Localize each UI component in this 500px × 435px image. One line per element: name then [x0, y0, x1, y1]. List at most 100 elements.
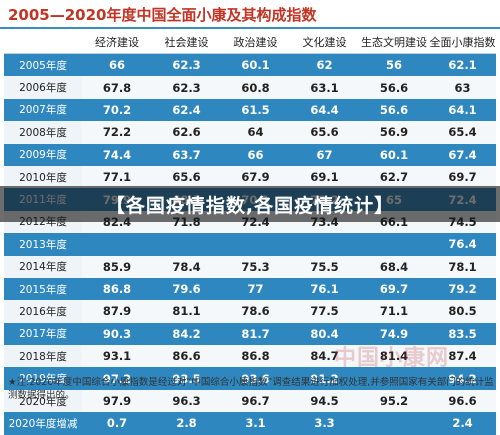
value-cell: 60.1 — [359, 143, 429, 166]
value-cell: 72.2 — [82, 121, 152, 144]
value-cell: 2.4 — [429, 412, 496, 435]
row-label-cell: 2017年度 — [4, 322, 82, 346]
table-row: 2019年度 97.2 93.5 93.6 91.2 94.2 — [4, 367, 496, 390]
value-cell: 70.2 — [82, 98, 152, 122]
value-cell: 80.5 — [429, 300, 496, 323]
value-cell: 78.6 — [221, 300, 290, 323]
value-cell: 56.6 — [359, 98, 429, 122]
value-cell: 97.2 — [82, 367, 152, 390]
value-cell: 69.7 — [429, 165, 496, 189]
value-cell: 69.1 — [290, 165, 359, 189]
value-cell: 62 — [290, 53, 359, 77]
value-cell: 77.1 — [82, 165, 152, 189]
value-cell: 62.3 — [152, 76, 221, 99]
value-cell: 79.2 — [429, 277, 496, 301]
column-header: 社会建设 — [152, 31, 221, 54]
value-cell: 77 — [221, 277, 290, 301]
row-label-cell: 2009年度 — [4, 143, 82, 166]
value-cell: 64 — [221, 121, 290, 144]
table-row: 2009年度 74.4 63.7 66 67 60.1 67.4 — [4, 143, 496, 166]
value-cell: 65.6 — [152, 165, 221, 189]
column-header: 全面小康指数 — [429, 31, 496, 54]
value-cell: 90.3 — [82, 322, 152, 346]
value-cell: 94.2 — [429, 367, 496, 390]
value-cell: 60.1 — [221, 53, 290, 77]
footnote: ★注:2020年度中国综合小康指数是经过对“中国综合小康指数”调查结果进行加权处… — [8, 377, 494, 401]
value-cell — [290, 233, 359, 256]
table-row: 2020年度增减 0.7 2.8 3.1 3.3 2.4 — [4, 412, 496, 435]
column-header: 经济建设 — [82, 31, 152, 54]
value-cell: 93.1 — [82, 345, 152, 368]
row-label-cell: 2008年度 — [4, 121, 82, 144]
row-label-cell: 2020年度增减 — [4, 412, 82, 435]
value-cell: 78.4 — [152, 255, 221, 278]
value-cell: 78.1 — [429, 255, 496, 278]
row-label-cell: 2018年度 — [4, 345, 82, 368]
value-cell: 62.6 — [152, 121, 221, 144]
value-cell: 62.1 — [429, 53, 496, 77]
index-table: 经济建设 社会建设 政治建设 文化建设 生态文明建设 全面小康指数 2005年度 66 62.… — [4, 31, 496, 435]
value-cell: 63.1 — [290, 76, 359, 99]
table-row: 2008年度 72.2 62.6 64 65.6 56.9 65.4 — [4, 121, 496, 144]
value-cell: 84.7 — [290, 345, 359, 368]
value-cell: 86.8 — [221, 345, 290, 368]
value-cell: 79.6 — [152, 277, 221, 301]
title-bar: 2005—2020年度中国全面小康及其构成指数 — [0, 0, 500, 29]
value-cell: 61.5 — [221, 98, 290, 122]
value-cell: 81.4 — [359, 345, 429, 368]
value-cell: 63 — [429, 76, 496, 99]
value-cell: 67 — [290, 143, 359, 166]
value-cell: 91.2 — [290, 367, 359, 390]
row-label-cell: 2010年度 — [4, 165, 82, 189]
table-row: 2007年度 70.2 62.4 61.5 64.4 56.6 64.1 — [4, 98, 496, 122]
value-cell — [221, 233, 290, 256]
table-header-row: 经济建设 社会建设 政治建设 文化建设 生态文明建设 全面小康指数 — [4, 31, 496, 54]
column-header: 文化建设 — [290, 31, 359, 54]
value-cell — [152, 233, 221, 256]
value-cell: 77.5 — [290, 300, 359, 323]
value-cell: 3.3 — [290, 412, 359, 435]
value-cell: 68.4 — [359, 255, 429, 278]
value-cell: 67.4 — [429, 143, 496, 166]
table-row: 2013年度 76.4 — [4, 233, 496, 256]
value-cell: 66 — [82, 53, 152, 77]
value-cell: 75.5 — [290, 255, 359, 278]
value-cell: 60.8 — [221, 76, 290, 99]
row-label-cell: 2013年度 — [4, 233, 82, 256]
value-cell: 81.1 — [152, 300, 221, 323]
row-label-cell: 2007年度 — [4, 98, 82, 122]
row-label-cell: 2015年度 — [4, 277, 82, 301]
value-cell: 67.9 — [221, 165, 290, 189]
value-cell: 87.9 — [82, 300, 152, 323]
value-cell: 86.8 — [82, 277, 152, 301]
value-cell: 83.5 — [429, 322, 496, 346]
value-cell — [359, 233, 429, 256]
table-row: 2006年度 67.8 62.3 60.8 63.1 56.6 63 — [4, 76, 496, 99]
value-cell: 2.8 — [152, 412, 221, 435]
value-cell — [359, 412, 429, 435]
headline-overlay-banner[interactable]: 【各国疫情指数,各国疫情统计】 — [0, 186, 500, 222]
value-cell — [82, 233, 152, 256]
value-cell: 93.5 — [152, 367, 221, 390]
value-cell: 56 — [359, 53, 429, 77]
value-cell: 3.1 — [221, 412, 290, 435]
table-row: 2005年度 66 62.3 60.1 62 56 62.1 — [4, 53, 496, 77]
headline-overlay-text: 【各国疫情指数,各国疫情统计】 — [105, 194, 395, 217]
table-row: 2017年度 90.3 84.2 81.7 80.4 74.9 83.5 — [4, 322, 496, 346]
watermark-logo: 中国小康网 — [334, 346, 450, 371]
table-row: 2016年度 87.9 81.1 78.6 77.5 71.1 80.5 — [4, 300, 496, 323]
value-cell: 69.7 — [359, 277, 429, 301]
value-cell: 0.7 — [82, 412, 152, 435]
value-cell: 75.3 — [221, 255, 290, 278]
value-cell: 65.4 — [429, 121, 496, 144]
table-row: 2010年度 77.1 65.6 67.9 69.1 62.7 69.7 — [4, 165, 496, 189]
table-row: 2018年度 93.1 86.6 86.8 84.7 81.4 87.4 — [4, 345, 496, 368]
row-label-cell: 2019年度 — [4, 367, 82, 390]
value-cell: 62.7 — [359, 165, 429, 189]
header-corner-cell — [4, 31, 82, 54]
column-header: 政治建设 — [221, 31, 290, 54]
row-label-cell: 2014年度 — [4, 255, 82, 278]
value-cell: 56.6 — [359, 76, 429, 99]
value-cell: 65.6 — [290, 121, 359, 144]
row-label-cell: 2006年度 — [4, 76, 82, 99]
